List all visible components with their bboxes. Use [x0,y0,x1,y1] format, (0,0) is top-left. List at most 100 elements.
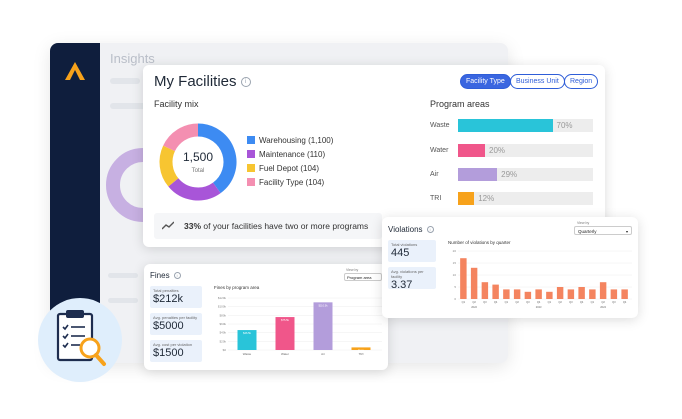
fines-bar[interactable] [237,330,257,350]
violation-bar[interactable] [460,258,467,299]
view-by-label: View by [577,221,590,225]
program-area-label: Air [430,171,439,178]
x-tick-label: Q3 [569,300,573,304]
app-logo-icon [65,62,85,80]
bar-percent: 12% [478,194,495,203]
view-by-select[interactable]: Program area [344,273,382,281]
program-area-label: Water [430,147,449,154]
violation-bar[interactable] [481,282,489,299]
stat-value: $5000 [153,320,184,332]
fines-bar[interactable] [275,317,295,350]
year-label: 2022 [471,305,477,309]
fines-bar[interactable] [351,347,371,350]
y-tick-label: $100k [218,305,227,309]
violations-card: Violations i View by Quarterly ▾ Total vi… [382,217,638,318]
info-icon[interactable]: i [240,77,251,88]
donut-segment[interactable] [168,177,221,201]
select-value: Program area [347,275,372,280]
card-title-text: My Facilities [154,73,237,90]
program-area-bar-tri: 12% [458,192,593,205]
stat-avg-violations: Avg. violations per facility 3.37 [388,267,436,291]
x-tick-label: Water [281,352,289,356]
violation-bar[interactable] [535,289,542,299]
filter-region[interactable]: Region [564,74,599,89]
y-tick-label: $0 [223,348,227,352]
x-tick-label: Waste [243,352,252,356]
legend-text: Facility Type (104) [259,178,325,187]
background-placeholder [108,273,138,278]
x-tick-label: Q3 [483,300,487,304]
info-icon[interactable]: i [173,272,181,280]
chart-title: Number of violations by quarter [448,240,511,245]
violation-bar[interactable] [470,267,478,299]
x-tick-label: Q4 [494,300,498,304]
program-area-label: TRI [430,195,442,202]
violation-bar[interactable] [492,284,499,299]
chevron-down-icon: ▾ [625,229,628,234]
donut-segment[interactable] [197,123,237,194]
program-area-bar-air: 29% [458,168,593,181]
stat-label: Total violations [391,242,418,247]
violation-bar[interactable] [556,287,564,299]
violation-bar[interactable] [546,291,553,299]
fines-card: Fines i View by Program area Total penalt… [144,264,388,370]
violation-bar[interactable] [524,291,532,299]
donut-segment[interactable] [159,145,179,187]
y-tick-label: 5 [454,285,456,289]
x-tick-label: Q2 [601,300,605,304]
x-tick-label: Q1 [462,300,466,304]
legend-swatch [247,178,255,186]
donut-segment[interactable] [163,123,199,152]
card-title: My Facilities i [154,73,251,90]
background-placeholder [110,78,140,84]
fines-bar[interactable] [313,302,333,350]
legend-swatch [247,164,255,172]
program-area-bar-water: 20% [458,144,593,157]
bar-fill [458,144,485,157]
info-icon[interactable]: i [426,226,434,234]
x-tick-label: Q2 [558,300,562,304]
y-tick-label: $40k [219,331,226,335]
x-tick-label: Q1 [548,300,552,304]
x-tick-label: Q1 [591,300,595,304]
stat-label: Avg. violations per facility [391,269,424,279]
violation-bar[interactable] [567,289,575,299]
program-areas-label: Program areas [430,99,490,109]
x-tick-label: Q3 [612,300,616,304]
stat-avg-cost: Avg. cost per violation $1500 [150,340,202,362]
view-by-label: View by [346,268,359,272]
violation-bar[interactable] [610,289,618,299]
filter-facility-type[interactable]: Facility Type [460,74,511,89]
x-tick-label: Q2 [472,300,476,304]
multi-program-note: 33% of your facilities have two or more … [154,213,382,239]
background-placeholder [110,103,150,109]
x-tick-label: Q2 [515,300,519,304]
violation-bar[interactable] [503,289,510,299]
stat-total-penalties: Total penalties $212k [150,286,202,308]
note-rest: of your facilities have two or more prog… [201,221,369,231]
x-tick-label: Q1 [505,300,509,304]
legend-text: Fuel Depot (104) [259,164,320,173]
data-label: $46.5k [243,331,251,335]
fines-bar-chart: $0 $20k $40k $60k $80k $100k $120k $46.5k Waste $… [214,294,384,362]
stat-total-violations: Total violations 445 [388,240,436,262]
violation-bar[interactable] [599,282,607,299]
violation-bar[interactable] [621,289,628,299]
note-text: 33% of your facilities have two or more … [184,221,368,231]
year-label: 2024 [600,305,606,309]
donut-hole [174,138,222,186]
stat-value: $212k [153,293,183,305]
filter-business-unit[interactable]: Business Unit [510,74,565,89]
view-by-select[interactable]: Quarterly ▾ [574,226,632,235]
program-area-label: Waste [430,122,450,129]
legend-item-warehousing: Warehousing (1,100) [247,136,333,146]
fines-chart-svg: $0 $20k $40k $60k $80k $100k $120k $46.5k Waste $… [218,296,382,356]
legend-swatch [247,150,255,158]
violation-bar[interactable] [578,287,585,299]
card-title: Violations i [388,225,434,234]
violation-bar[interactable] [513,289,521,299]
violation-bar[interactable] [589,289,596,299]
bar-percent: 20% [489,146,506,155]
card-title: Fines i [150,271,181,280]
background-placeholder [108,298,138,303]
